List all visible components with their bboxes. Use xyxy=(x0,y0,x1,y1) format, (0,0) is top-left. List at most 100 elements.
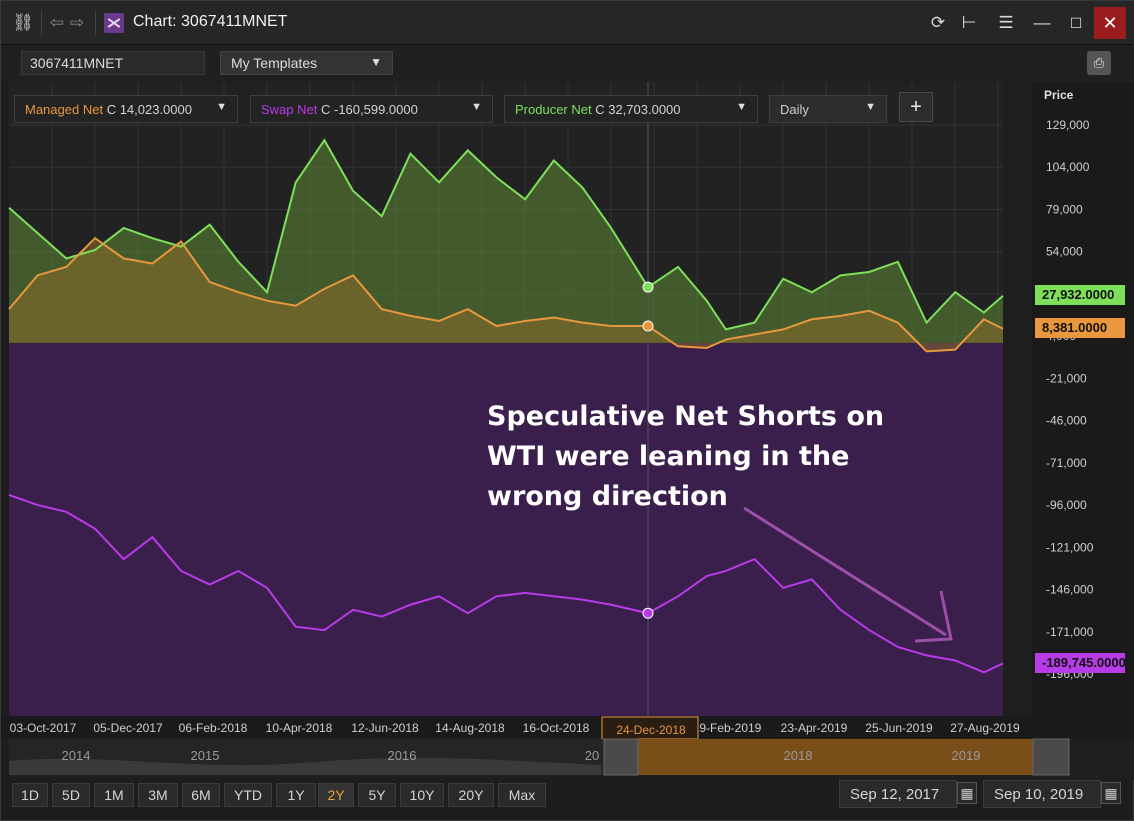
y-tick-label: -71,000 xyxy=(1046,456,1087,470)
navigator-handle-left[interactable] xyxy=(603,738,639,776)
range-button[interactable]: 20Y xyxy=(448,783,494,807)
series-value: C -160,599.0000 xyxy=(321,102,418,117)
series-name: Managed Net xyxy=(25,102,104,117)
y-axis-title: Price xyxy=(1044,88,1074,102)
range-button[interactable]: YTD xyxy=(224,783,272,807)
series-value: C 32,703.0000 xyxy=(595,102,681,117)
calendar-icon[interactable]: ▦ xyxy=(957,782,977,804)
series-selector-swap[interactable]: Swap Net C -160,599.0000 ▼ xyxy=(250,95,493,123)
maximize-icon[interactable]: ☐ xyxy=(1069,14,1083,31)
chevron-down-icon: ▼ xyxy=(370,55,382,69)
x-tick-label: 27-Aug-2019 xyxy=(950,721,1020,735)
menu-icon[interactable]: ☰ xyxy=(998,13,1014,32)
series-selector-managed[interactable]: Managed Net C 14,023.0000 ▼ xyxy=(14,95,238,123)
swap-net-area xyxy=(9,342,1003,716)
y-tick-label: 129,000 xyxy=(1046,118,1090,132)
interval-label: Daily xyxy=(780,102,809,117)
chevron-down-icon: ▼ xyxy=(736,101,747,113)
navigator-handle-right[interactable] xyxy=(1032,738,1070,776)
x-tick-label: 19-Feb-2019 xyxy=(693,721,762,735)
title-bar: ⛓ ⇦ ⇨ Chart: 3067411MNET ⟳ ⊢ ☰ — ☐ ✕ xyxy=(1,1,1134,45)
managed-net-area xyxy=(9,238,1003,352)
y-tick-label: 79,000 xyxy=(1046,202,1083,216)
x-tick-label: 16-Oct-2018 xyxy=(523,721,590,735)
range-button[interactable]: 1D xyxy=(12,783,48,807)
range-button[interactable]: 1Y xyxy=(276,783,316,807)
chart-area[interactable]: Price129,000104,00079,00054,00029,0004,0… xyxy=(1,82,1134,780)
y-tick-label: -171,000 xyxy=(1046,625,1094,639)
date-to-input[interactable]: Sep 10, 2019 xyxy=(983,780,1101,808)
annotation-arrow xyxy=(743,506,947,637)
series-name: Producer Net xyxy=(515,102,592,117)
templates-label: My Templates xyxy=(231,55,318,71)
range-button[interactable]: 1M xyxy=(94,783,134,807)
ric-input[interactable]: 3067411MNET xyxy=(21,51,205,75)
add-series-button[interactable]: + xyxy=(899,92,933,122)
cursor-marker xyxy=(642,607,654,619)
y-tick-label: 104,000 xyxy=(1046,160,1090,174)
range-button[interactable]: 5Y xyxy=(358,783,396,807)
chevron-down-icon: ▼ xyxy=(471,101,482,113)
range-button[interactable]: 10Y xyxy=(400,783,444,807)
producer-net-area xyxy=(9,140,1003,343)
cursor-date-label: 24-Dec-2018 xyxy=(616,723,686,737)
range-button[interactable]: 3M xyxy=(138,783,178,807)
last-value-tag-swap: -189,745.0000 xyxy=(1035,653,1126,673)
range-button[interactable]: Max xyxy=(498,783,546,807)
managed-net-line xyxy=(8,236,1004,353)
close-icon[interactable]: ✕ xyxy=(1094,7,1126,39)
x-axis-strip xyxy=(1,716,1134,738)
range-bar: 1D 5D 1M 3M 6M YTD 1Y 2Y 5Y 10Y 20Y Max xyxy=(1,780,1134,810)
y-axis-panel xyxy=(1032,82,1134,716)
interval-dropdown[interactable]: Daily ▼ xyxy=(769,95,887,123)
annotation-text: Speculative Net Shorts on WTI were leani… xyxy=(487,401,885,512)
chevron-down-icon: ▼ xyxy=(216,101,227,113)
cursor-marker xyxy=(642,320,654,332)
y-tick-label: -96,000 xyxy=(1046,498,1087,512)
x-tick-label: 03-Oct-2017 xyxy=(10,721,77,735)
range-button[interactable]: 5D xyxy=(52,783,90,807)
y-tick-label: -21,000 xyxy=(1046,371,1087,385)
link-icon[interactable]: ⛓ xyxy=(12,13,34,32)
date-from-input[interactable]: Sep 12, 2017 xyxy=(839,780,957,808)
navigator-year-label: 2015 xyxy=(191,748,220,763)
x-tick-label: 10-Apr-2018 xyxy=(266,721,333,735)
arrow-right-icon[interactable]: ⇨ xyxy=(69,13,85,32)
calendar-icon[interactable]: ▦ xyxy=(1101,782,1121,804)
last-value-tag-producer: 27,932.0000 xyxy=(1035,285,1125,305)
y-tick-label: -46,000 xyxy=(1046,414,1087,428)
arrow-left-icon[interactable]: ⇦ xyxy=(49,13,65,32)
print-icon[interactable]: ⎙ xyxy=(1087,51,1111,75)
x-tick-label: 12-Jun-2018 xyxy=(351,721,419,735)
navigator-selection[interactable] xyxy=(607,739,1037,775)
navigator-year-label: 20 xyxy=(585,748,599,763)
navigator-year-label: 2016 xyxy=(388,748,417,763)
templates-dropdown[interactable]: My Templates ▼ xyxy=(220,51,393,75)
chevron-down-icon: ▼ xyxy=(865,101,876,113)
chart-toolbar: 3067411MNET My Templates ▼ ⎙ xyxy=(1,46,1134,82)
annotation-arrowhead xyxy=(914,590,953,643)
series-name: Swap Net xyxy=(261,102,318,117)
chart-app-icon xyxy=(104,13,124,33)
navigator-year-label: 2014 xyxy=(62,748,91,763)
swap-net-line xyxy=(8,493,1004,674)
hierarchy-icon[interactable]: ⊢ xyxy=(961,13,977,32)
series-selector-producer[interactable]: Producer Net C 32,703.0000 ▼ xyxy=(504,95,758,123)
cursor-marker xyxy=(642,281,654,293)
window-title: Chart: 3067411MNET xyxy=(133,13,288,30)
navigator-year-label: 2019 xyxy=(952,748,981,763)
navigator-year-label: 2018 xyxy=(784,748,813,763)
last-value-tag-managed: 8,381.0000 xyxy=(1035,318,1125,338)
refresh-icon[interactable]: ⟳ xyxy=(930,13,946,32)
range-button-active[interactable]: 2Y xyxy=(318,783,354,807)
x-tick-label: 14-Aug-2018 xyxy=(435,721,505,735)
x-tick-label: 23-Apr-2019 xyxy=(781,721,848,735)
x-tick-label: 05-Dec-2017 xyxy=(93,721,163,735)
minimize-icon[interactable]: — xyxy=(1033,13,1051,32)
y-tick-label: 54,000 xyxy=(1046,245,1083,259)
range-button[interactable]: 6M xyxy=(182,783,220,807)
x-tick-label: 25-Jun-2019 xyxy=(865,721,933,735)
y-tick-label: -146,000 xyxy=(1046,583,1094,597)
navigator-sparkline xyxy=(9,757,601,775)
